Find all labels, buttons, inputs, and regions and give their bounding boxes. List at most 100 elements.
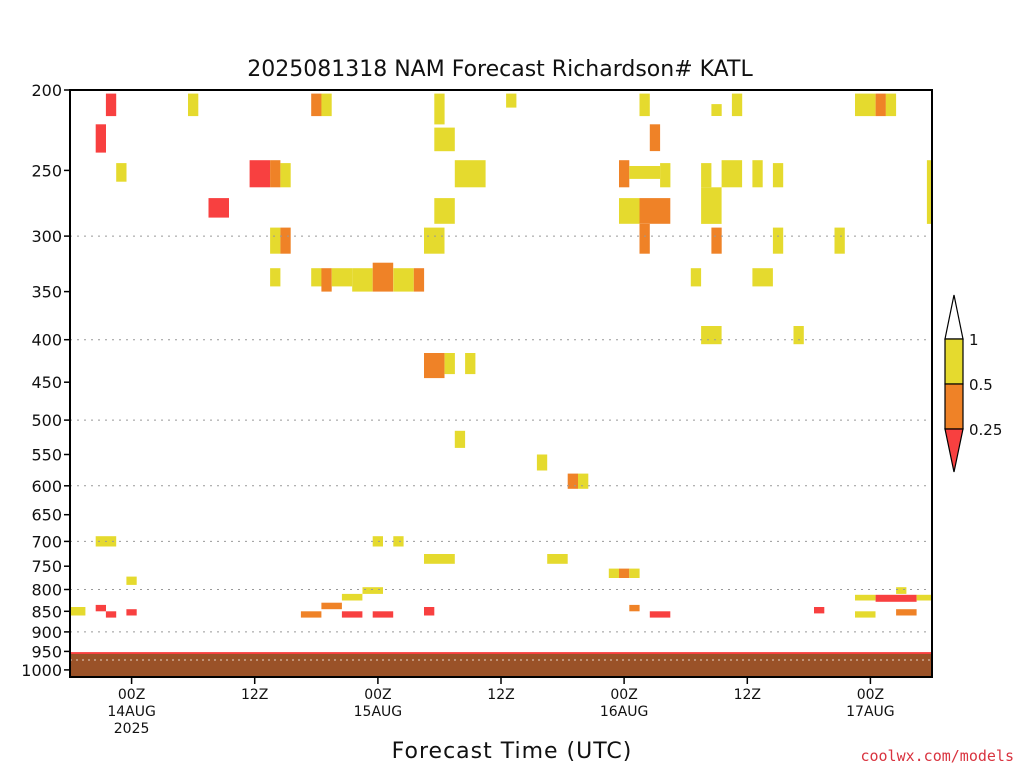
- richardson-cell: [896, 587, 907, 594]
- richardson-cell: [434, 198, 455, 224]
- richardson-cell: [772, 227, 784, 254]
- richardson-cell: [270, 160, 281, 188]
- chart-title: 2025081318 NAM Forecast Richardson# KATL: [247, 57, 753, 82]
- plot-area: [69, 89, 933, 678]
- y-tick-label: 450: [31, 373, 62, 392]
- richardson-cell: [413, 268, 425, 292]
- richardson-cell: [639, 223, 650, 254]
- richardson-cell: [690, 268, 702, 287]
- colorbar-legend: 1 0.5 0.25: [944, 294, 1002, 473]
- richardson-cell: [629, 166, 661, 179]
- richardson-cell: [341, 611, 363, 618]
- richardson-cell: [300, 611, 322, 618]
- richardson-cell: [424, 607, 435, 616]
- richardson-cell: [660, 163, 671, 188]
- richardson-cell: [126, 609, 137, 616]
- richardson-cell: [434, 93, 445, 125]
- y-tick-label: 650: [31, 506, 62, 525]
- richardson-cell: [629, 568, 640, 578]
- richardson-cell: [116, 163, 127, 182]
- richardson-cell: [711, 227, 722, 254]
- ground-layer: [70, 654, 932, 677]
- richardson-cell: [926, 160, 932, 224]
- richardson-cell: [649, 124, 661, 152]
- richardson-cell: [105, 93, 117, 117]
- richardson-cell: [311, 93, 322, 117]
- y-tick-label: 250: [31, 161, 62, 180]
- y-tick-label: 950: [31, 642, 62, 661]
- colorbar-0.5-1: [944, 338, 964, 385]
- richardson-cell: [506, 93, 517, 108]
- y-tick-label: 550: [31, 446, 62, 465]
- colorbar-label-0.5: 0.5: [969, 376, 993, 394]
- x-tick-label: 15AUG: [354, 704, 403, 720]
- x-tick-label: 16AUG: [600, 704, 649, 720]
- richardson-cell: [424, 554, 455, 564]
- richardson-cell: [855, 93, 876, 117]
- richardson-cell: [619, 160, 630, 188]
- x-tick-label: 12Z: [241, 687, 268, 703]
- richardson-cell: [619, 568, 630, 578]
- richardson-cell: [321, 93, 332, 117]
- richardson-cell: [752, 160, 763, 188]
- x-tick-label: 12Z: [734, 687, 761, 703]
- y-tick-label: 700: [31, 532, 62, 551]
- richardson-cell: [270, 227, 281, 254]
- richardson-cell: [547, 554, 568, 564]
- richardson-cell: [639, 198, 671, 224]
- richardson-cell: [331, 268, 353, 287]
- richardson-cell: [280, 163, 291, 188]
- richardson-cell: [280, 227, 291, 254]
- x-tick-label: 00Z: [610, 687, 637, 703]
- richardson-cell: [465, 353, 476, 375]
- richardson-cell: [701, 326, 722, 345]
- y-tick-label: 900: [31, 623, 62, 642]
- colorbar-over-1: [944, 294, 964, 340]
- richardson-cell: [70, 607, 86, 616]
- richardson-cell: [608, 568, 620, 578]
- colorbar-label-1: 1: [969, 331, 979, 349]
- richardson-cell: [619, 198, 640, 224]
- y-tick-label: 200: [31, 81, 62, 100]
- richardson-cell: [454, 430, 466, 448]
- richardson-cell: [772, 163, 784, 188]
- richardson-cell: [424, 353, 445, 379]
- richardson-cell: [341, 593, 363, 601]
- richardson-cell: [208, 198, 229, 218]
- richardson-cell: [896, 609, 917, 616]
- richardson-cell: [649, 611, 671, 618]
- richardson-cell: [362, 587, 383, 594]
- richardson-cell: [321, 602, 342, 610]
- richardson-cell: [95, 604, 106, 612]
- richardson-cell: [372, 262, 394, 292]
- plot-background: [70, 90, 932, 677]
- richardson-cell: [424, 227, 445, 254]
- richardson-cell: [311, 268, 322, 287]
- y-tick-label: 500: [31, 411, 62, 430]
- y-tick-label: 400: [31, 331, 62, 350]
- richardson-cell: [95, 124, 106, 153]
- richardson-cell: [639, 93, 650, 117]
- richardson-cell: [393, 268, 414, 292]
- richardson-cell: [444, 353, 455, 375]
- credit-link[interactable]: coolwx.com/models: [860, 747, 1014, 765]
- x-tick-label: 00Z: [364, 687, 391, 703]
- colorbar-below-0.25: [944, 428, 964, 473]
- richardson-cell: [855, 611, 876, 618]
- x-tick-label: 00Z: [118, 687, 145, 703]
- y-tick-label: 300: [31, 227, 62, 246]
- richardson-cell: [875, 594, 917, 602]
- richardson-cell: [875, 93, 886, 117]
- x-tick-label: 14AUG: [107, 704, 156, 720]
- richardson-cell: [793, 326, 804, 345]
- richardson-cell: [701, 163, 712, 188]
- richardson-cell: [188, 93, 199, 117]
- richardson-cell: [270, 268, 281, 287]
- richardson-cell: [352, 268, 373, 292]
- richardson-cell: [321, 268, 332, 292]
- colorbar-0.25-0.5: [944, 383, 964, 430]
- richardson-cell: [536, 454, 548, 471]
- richardson-cell: [855, 594, 876, 601]
- richardson-cell: [372, 536, 383, 547]
